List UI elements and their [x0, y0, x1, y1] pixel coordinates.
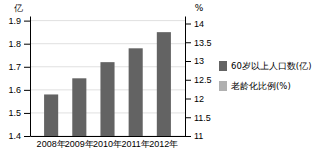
- tick-label: 12.5: [194, 75, 212, 85]
- axis-line: [30, 17, 31, 137]
- tick-mark: [24, 113, 30, 114]
- tick: 2010年: [93, 139, 122, 149]
- tick-label: 11.5: [194, 113, 211, 123]
- chart: 2008年2009年2010年2011年2012年 1.4 1.5 1.6 1.7 1.8…: [0, 0, 321, 156]
- tick-label: 1.9: [8, 16, 21, 26]
- tick: 11.5: [185, 113, 211, 123]
- axis-line: [31, 136, 186, 137]
- tick: 14: [185, 19, 204, 29]
- tick: 1.5: [8, 108, 30, 118]
- tick-mark: [185, 61, 191, 62]
- grid: [30, 21, 185, 136]
- tick: 1.7: [8, 62, 30, 72]
- tick-label: 2012年: [149, 139, 178, 149]
- tick: 12.5: [185, 75, 212, 85]
- bar: [129, 48, 143, 136]
- tick-mark: [185, 99, 191, 100]
- y-axis: 1.4 1.5 1.6 1.7 1.8 1.9: [8, 16, 30, 141]
- tick: 2012年: [149, 139, 178, 149]
- tick-mark: [24, 136, 30, 137]
- tick-mark: [185, 42, 191, 43]
- tick-label: 2009年: [65, 139, 94, 149]
- axis-line: [185, 17, 186, 137]
- tick-label: 1.4: [8, 131, 21, 141]
- tick-mark: [185, 136, 191, 137]
- bar: [44, 94, 58, 136]
- tick-label: 12: [194, 94, 204, 104]
- tick-label: 1.6: [8, 85, 21, 95]
- tick-label: 1.7: [8, 62, 21, 72]
- bar: [157, 32, 171, 136]
- tick-mark: [24, 44, 30, 45]
- legend-label: 老龄化比例(%): [231, 81, 291, 91]
- legend-label: 60岁以上人口数(亿): [231, 61, 311, 71]
- tick-label: 2011年: [122, 139, 150, 149]
- tick-mark: [24, 90, 30, 91]
- legend: 60岁以上人口数(亿) 老龄化比例(%): [219, 61, 311, 91]
- y-axis-label: 亿: [13, 3, 23, 13]
- tick: 13.5: [185, 38, 212, 48]
- tick-label: 1.5: [8, 108, 21, 118]
- tick-label: 1.8: [8, 39, 21, 49]
- tick-label: 2010年: [93, 139, 122, 149]
- y2-axis-label: %: [195, 3, 204, 13]
- plot-area: [44, 32, 171, 136]
- tick: 2011年: [122, 139, 150, 149]
- bar: [72, 78, 86, 136]
- tick-mark: [185, 80, 191, 81]
- tick-mark: [185, 117, 191, 118]
- tick: 1.6: [8, 85, 30, 95]
- y2-axis: 11 11.5 12 12.5 13 13.5 14: [185, 17, 212, 142]
- tick: 12: [185, 94, 204, 104]
- legend-swatch: [219, 81, 227, 91]
- tick: 2009年: [65, 139, 94, 149]
- tick-label: 11: [194, 131, 203, 141]
- tick-label: 13.5: [194, 38, 212, 48]
- tick-label: 13: [194, 56, 204, 66]
- tick-mark: [24, 21, 30, 22]
- tick-mark: [185, 24, 191, 25]
- legend-swatch: [219, 61, 227, 71]
- tick: 1.9: [8, 16, 30, 26]
- tick-label: 14: [194, 19, 204, 29]
- tick: 1.4: [8, 131, 30, 141]
- tick: 13: [185, 56, 204, 66]
- tick: 1.8: [8, 39, 30, 49]
- tick-mark: [24, 67, 30, 68]
- bar: [100, 62, 114, 136]
- tick: 11: [185, 131, 203, 141]
- tick: 2008年: [37, 139, 66, 149]
- grid-line: [30, 20, 185, 21]
- x-axis: 2008年2009年2010年2011年2012年: [31, 137, 186, 150]
- tick-label: 2008年: [37, 139, 66, 149]
